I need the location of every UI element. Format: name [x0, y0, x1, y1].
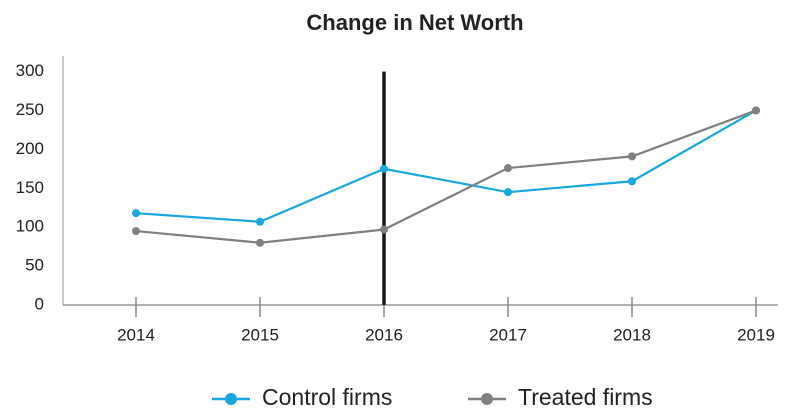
data-point — [380, 225, 388, 234]
x-tick-label: 2019 — [737, 325, 775, 344]
y-tick-label: 100 — [16, 217, 44, 236]
x-tick-label: 2017 — [489, 325, 527, 344]
legend-marker — [225, 393, 237, 405]
y-tick-label: 300 — [16, 61, 44, 80]
series-line — [135, 109, 757, 223]
data-point — [132, 209, 140, 218]
data-point — [628, 177, 636, 186]
data-point — [628, 152, 636, 161]
x-tick-label: 2018 — [613, 325, 651, 344]
data-point — [380, 164, 388, 173]
y-tick-label: 200 — [16, 139, 44, 158]
y-tick-label: 250 — [16, 100, 44, 119]
chart-title: Change in Net Worth — [306, 10, 523, 35]
y-tick-label: 0 — [35, 294, 44, 313]
data-point — [504, 188, 512, 197]
x-tick-label: 2015 — [241, 325, 279, 344]
legend-label: Control firms — [262, 384, 392, 410]
data-point — [256, 217, 264, 226]
y-tick-label: 150 — [16, 178, 44, 197]
x-tick-label: 2016 — [365, 325, 403, 344]
data-point — [752, 106, 760, 115]
x-tick-label: 2014 — [117, 325, 155, 344]
legend-marker — [481, 393, 493, 405]
y-tick-label: 50 — [25, 256, 44, 275]
legend-label: Treated firms — [518, 384, 653, 410]
series-line — [135, 109, 757, 244]
data-point — [504, 164, 512, 173]
data-point — [256, 238, 264, 247]
data-point — [132, 227, 140, 236]
